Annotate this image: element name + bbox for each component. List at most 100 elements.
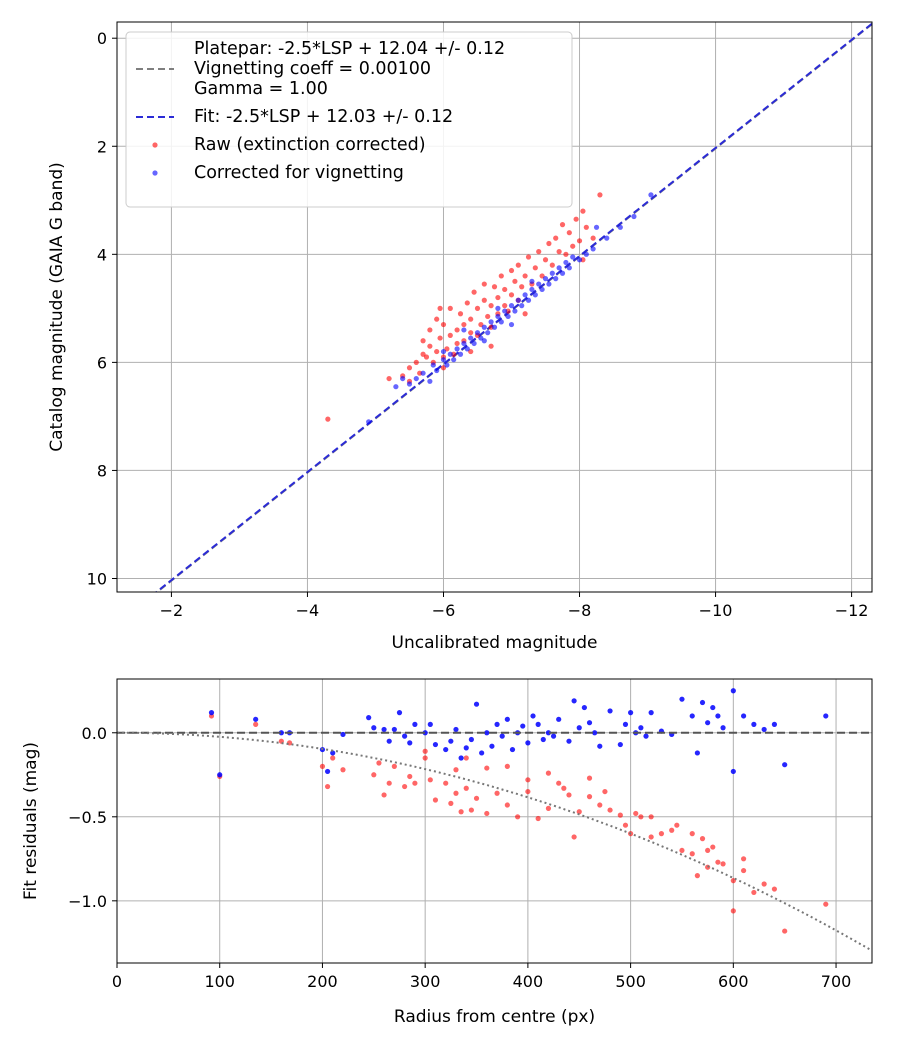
raw-point (495, 294, 501, 301)
corrected-residual-point (699, 699, 706, 706)
raw-residual-point (473, 795, 480, 801)
raw-residual-point (571, 834, 577, 840)
raw-point (597, 192, 603, 198)
corrected-residual-point (571, 698, 577, 704)
y-tick-label: 2 (97, 137, 107, 156)
legend-label: Raw (extinction corrected) (194, 135, 426, 155)
corrected-point (522, 292, 528, 298)
y-tick-label: 8 (97, 461, 107, 480)
raw-residual-point (556, 780, 562, 786)
raw-residual-point (710, 844, 716, 850)
corrected-point (485, 330, 491, 336)
corrected-point (508, 303, 515, 309)
raw-residual-point (545, 805, 552, 811)
raw-residual-point (689, 831, 695, 837)
top-plot-area (154, 22, 872, 592)
corrected-residual-point (340, 731, 346, 738)
corrected-residual-point (494, 721, 500, 727)
legend-label: Gamma = 1.00 (194, 79, 328, 99)
raw-point (488, 343, 494, 349)
corrected-residual-point (689, 713, 695, 719)
corrected-residual-point (324, 768, 331, 775)
corrected-point (502, 308, 508, 314)
corrected-point (406, 381, 413, 387)
corrected-residual-point (586, 720, 593, 726)
raw-point (420, 338, 426, 344)
raw-residual-point (597, 802, 603, 808)
raw-point (566, 230, 572, 236)
raw-residual-point (715, 859, 721, 865)
corrected-point (451, 357, 457, 363)
raw-residual-point (633, 810, 639, 817)
corrected-residual-point (412, 721, 418, 727)
corrected-residual-point (622, 721, 629, 727)
raw-residual-point (648, 834, 654, 840)
raw-residual-point (566, 792, 572, 798)
top-y-ticks: 0 2 4 6 8 10 (87, 29, 117, 588)
corrected-residual-point (499, 733, 505, 739)
raw-point (532, 265, 538, 271)
corrected-residual-point (550, 733, 557, 739)
corrected-point (529, 278, 535, 284)
raw-point (546, 240, 552, 247)
raw-point (590, 235, 596, 241)
corrected-residual-point (715, 713, 721, 719)
raw-residual-point (407, 773, 413, 780)
raw-residual-point (494, 790, 500, 796)
raw-point (522, 273, 528, 279)
raw-residual-point (545, 770, 552, 776)
raw-residual-point (535, 815, 541, 822)
raw-residual-point (340, 767, 346, 773)
raw-point (447, 332, 453, 338)
corrected-residual-point (396, 710, 403, 716)
raw-residual-point (319, 763, 326, 769)
corrected-point (576, 257, 583, 263)
raw-residual-point (740, 867, 747, 874)
raw-point (536, 249, 542, 255)
raw-point (325, 416, 331, 422)
raw-residual-point (412, 780, 418, 786)
raw-point (440, 321, 447, 328)
top-y-axis-label: Catalog magnitude (GAIA G band) (47, 162, 67, 452)
corrected-residual-point (509, 746, 516, 753)
corrected-point (529, 286, 535, 293)
corrected-point (488, 319, 494, 325)
corrected-residual-point (592, 730, 598, 736)
corrected-residual-point (556, 716, 562, 722)
raw-residual-point (391, 763, 397, 769)
corrected-residual-point (484, 730, 490, 736)
corrected-residual-point (422, 730, 428, 736)
raw-residual-point (324, 783, 331, 790)
raw-point (563, 251, 569, 257)
bottom-y-ticks: 0.0 −0.5 −1.0 (68, 724, 117, 911)
x-tick-label: 200 (307, 972, 338, 991)
raw-residual-point (468, 807, 474, 813)
raw-residual-point (402, 783, 408, 790)
raw-point (515, 262, 521, 268)
raw-point (525, 254, 532, 260)
legend-label: Corrected for vignetting (194, 163, 404, 183)
raw-residual-point (371, 772, 377, 778)
corrected-residual-point (771, 721, 778, 727)
corrected-point (461, 327, 467, 333)
corrected-point (563, 259, 569, 266)
corrected-point (505, 313, 511, 320)
corrected-residual-point (458, 755, 464, 761)
corrected-point (532, 292, 538, 298)
bottom-y-axis-label: Fit residuals (mag) (21, 742, 41, 900)
legend: Platepar: -2.5*LSP + 12.04 +/- 0.12Vigne… (125, 31, 573, 208)
raw-point (437, 305, 443, 311)
raw-residual-point (730, 908, 736, 914)
corrected-residual-point (530, 713, 536, 719)
raw-residual-point (463, 785, 469, 791)
corrected-residual-point (208, 710, 215, 716)
bottom-x-ticks: 0 100 200 300 400 500 600 700 (112, 963, 851, 991)
corrected-point (481, 338, 487, 344)
raw-residual-point (658, 831, 665, 837)
raw-point (580, 208, 586, 214)
raw-point (508, 267, 515, 274)
raw-residual-point (463, 755, 469, 761)
corrected-residual-point (366, 715, 372, 721)
vignetting-model-curve (117, 731, 872, 952)
raw-residual-point (330, 755, 336, 761)
